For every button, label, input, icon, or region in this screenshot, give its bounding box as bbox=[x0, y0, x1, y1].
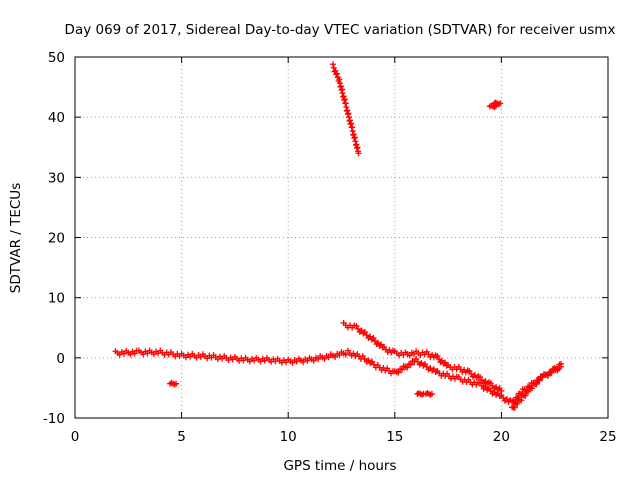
x-tick-label: 15 bbox=[386, 429, 403, 445]
x-tick-label: 0 bbox=[71, 429, 80, 445]
data-point bbox=[514, 400, 521, 407]
data-point bbox=[332, 353, 339, 360]
data-point bbox=[529, 385, 536, 392]
data-point bbox=[539, 374, 546, 381]
data-point bbox=[518, 397, 525, 404]
data-point bbox=[536, 377, 543, 384]
data-point bbox=[378, 341, 385, 348]
x-tick-label: 25 bbox=[599, 429, 616, 445]
data-point bbox=[395, 369, 402, 376]
data-point bbox=[333, 70, 340, 77]
y-tick-label: 30 bbox=[48, 170, 65, 186]
data-points bbox=[112, 61, 565, 411]
data-point bbox=[439, 357, 446, 364]
data-point bbox=[435, 356, 442, 363]
data-point bbox=[434, 353, 441, 360]
y-tick-label: 50 bbox=[48, 50, 65, 66]
data-point bbox=[325, 354, 332, 361]
x-tick-label: 20 bbox=[493, 429, 510, 445]
data-point bbox=[361, 328, 368, 335]
y-tick-label: 10 bbox=[48, 291, 65, 307]
y-tick-label: 0 bbox=[56, 351, 65, 367]
axes-frame bbox=[74, 56, 609, 419]
y-axis-label: SDTVAR / TECUs bbox=[8, 183, 24, 293]
data-point bbox=[407, 361, 414, 368]
data-point bbox=[342, 351, 349, 358]
y-tick-label: 20 bbox=[48, 231, 65, 247]
x-tick-label: 5 bbox=[177, 429, 186, 445]
data-point bbox=[355, 325, 362, 332]
data-point bbox=[370, 334, 377, 341]
data-point bbox=[544, 372, 551, 379]
y-tick-label: -10 bbox=[43, 411, 65, 427]
data-point bbox=[525, 388, 532, 395]
data-point bbox=[315, 356, 322, 363]
data-point bbox=[375, 339, 382, 346]
data-point bbox=[518, 391, 525, 398]
data-point bbox=[497, 100, 504, 107]
data-point bbox=[522, 392, 529, 399]
data-point bbox=[548, 369, 555, 376]
data-point bbox=[498, 387, 505, 394]
tick-labels: 0 5 10 15 20 25 -10 0 10 20 30 40 50 bbox=[43, 50, 617, 445]
plot-border bbox=[74, 56, 609, 419]
y-tick-label: 40 bbox=[48, 110, 65, 126]
data-point bbox=[173, 380, 180, 387]
data-point bbox=[367, 333, 374, 340]
data-point bbox=[353, 322, 360, 329]
data-point bbox=[321, 355, 328, 362]
data-point bbox=[310, 357, 317, 364]
data-point bbox=[336, 352, 343, 359]
x-tick-label: 10 bbox=[280, 429, 297, 445]
data-point bbox=[404, 364, 411, 371]
grid-lines bbox=[75, 57, 608, 418]
chart-title: Day 069 of 2017, Sidereal Day-to-day VTE… bbox=[65, 22, 616, 38]
data-point bbox=[372, 338, 379, 345]
data-point bbox=[533, 381, 540, 388]
data-point bbox=[355, 150, 362, 157]
data-point bbox=[442, 359, 449, 366]
data-point bbox=[358, 327, 365, 334]
data-point bbox=[511, 404, 518, 411]
data-point bbox=[329, 61, 336, 68]
data-point bbox=[363, 331, 370, 338]
x-axis-label: GPS time / hours bbox=[283, 458, 396, 474]
data-point bbox=[428, 390, 435, 397]
data-point bbox=[558, 360, 565, 367]
data-point bbox=[554, 365, 561, 372]
data-point bbox=[398, 366, 405, 373]
